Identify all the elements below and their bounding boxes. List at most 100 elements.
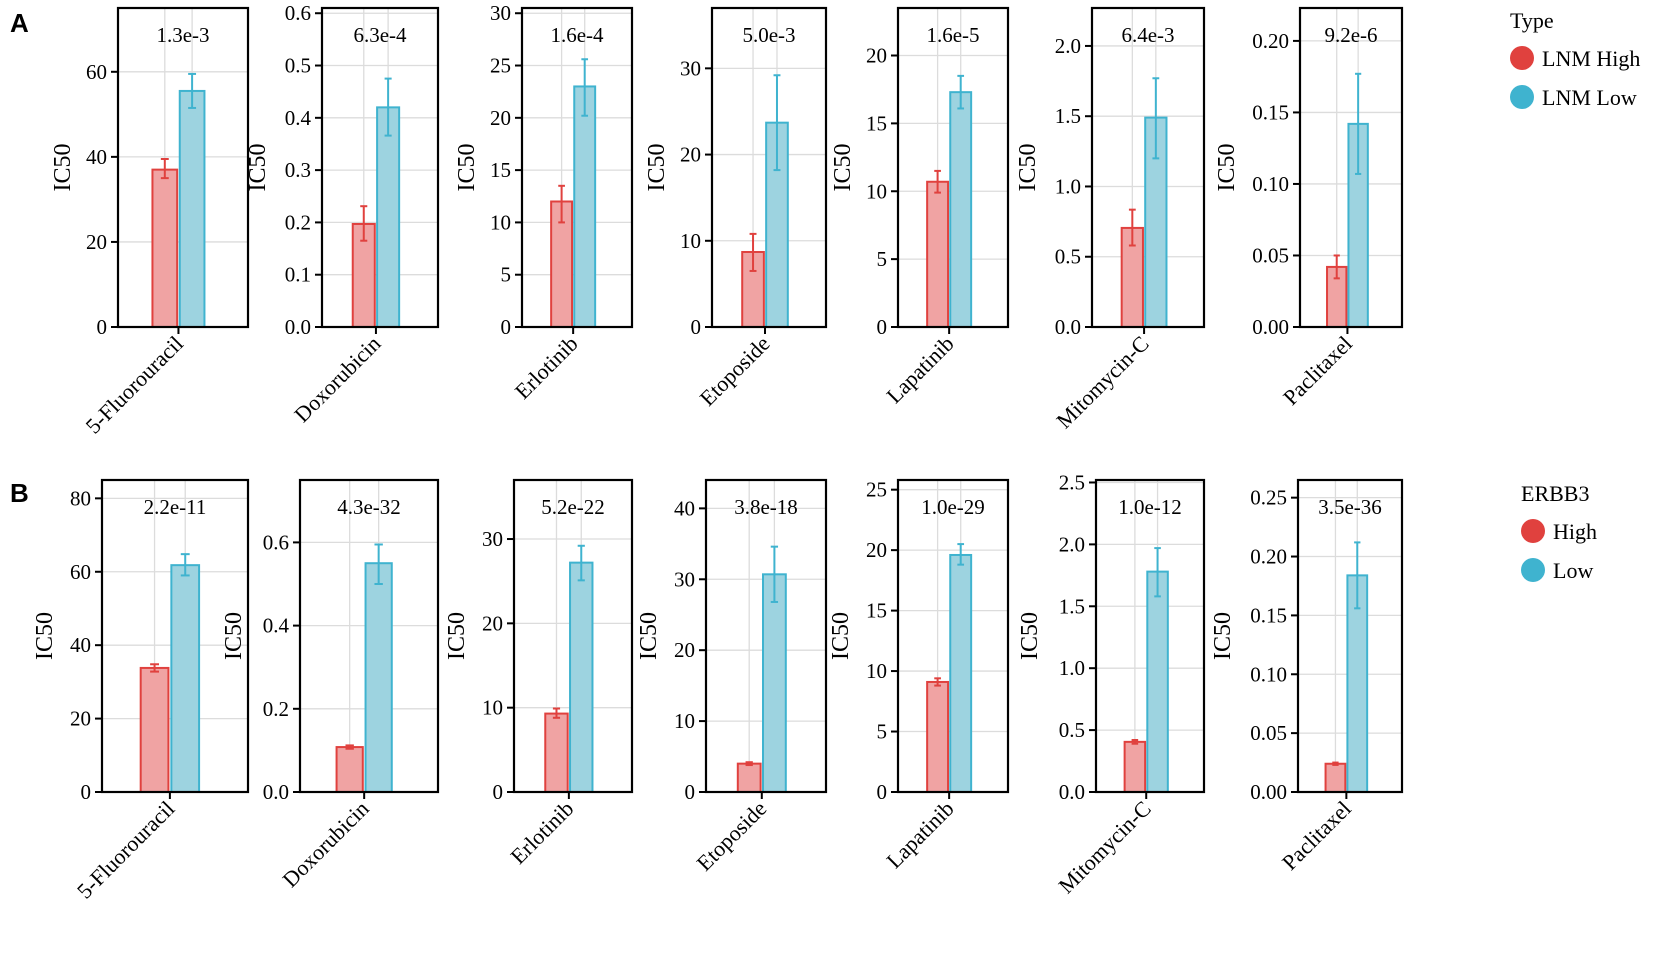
y-tick-label: 5 xyxy=(877,247,888,271)
y-tick-label: 0.0 xyxy=(285,315,311,339)
legend-title: ERBB3 xyxy=(1521,481,1589,506)
chart-etoposide: 0 10 20 30 IC50 5.0e-3 Etoposide xyxy=(644,6,828,411)
chart-doxorubicin: 0.0 0.1 0.2 0.3 0.4 0.5 0.6 IC50 6.3e-4 Doxorubic… xyxy=(245,1,440,427)
x-category-label: Lapatinib xyxy=(881,331,958,408)
y-tick-label: 5 xyxy=(877,720,888,744)
y-tick-label: 10 xyxy=(482,696,503,720)
p-value-label: 4.3e-32 xyxy=(337,495,401,519)
y-tick-label: 10 xyxy=(490,210,511,234)
y-tick-label: 0 xyxy=(501,315,512,339)
y-tick-label: 0 xyxy=(685,780,696,804)
y-tick-label: 0 xyxy=(877,780,888,804)
x-category-label: Doxorubicin xyxy=(289,331,385,427)
plot-frame xyxy=(520,6,634,329)
y-tick-label: 0.5 xyxy=(1055,245,1081,269)
legend-label-low: LNM Low xyxy=(1542,85,1637,110)
p-value-label: 3.8e-18 xyxy=(734,495,798,519)
chart-erlotinib: 0 10 20 30 IC50 5.2e-22 Erlotinib xyxy=(444,478,634,869)
y-axis-title: IC50 xyxy=(1214,144,1240,192)
x-category-label: Erlotinib xyxy=(505,796,578,869)
chart-mitomycin-c: 0.0 0.5 1.0 1.5 2.0 2.5 IC50 1.0e-12 Mitomycin-C xyxy=(1017,470,1206,898)
y-tick-label: 20 xyxy=(490,106,511,130)
p-value-label: 1.3e-3 xyxy=(156,23,209,47)
plot-frame xyxy=(1298,6,1404,329)
y-tick-label: 10 xyxy=(866,659,887,683)
y-tick-label: 0.0 xyxy=(263,780,289,804)
y-tick-label: 0.6 xyxy=(263,530,289,554)
y-tick-label: 20 xyxy=(674,638,695,662)
y-tick-label: 15 xyxy=(866,599,887,623)
plot-frame xyxy=(896,6,1010,329)
y-tick-label: 0.10 xyxy=(1252,172,1289,196)
y-tick-label: 30 xyxy=(490,1,511,25)
y-axis-title: IC50 xyxy=(644,144,670,192)
y-tick-label: 0 xyxy=(81,780,92,804)
legend-swatch-high xyxy=(1510,46,1534,70)
chart-lapatinib: 0 5 10 15 20 25 IC50 1.0e-29 Lapatinib xyxy=(828,478,1010,873)
p-value-label: 6.4e-3 xyxy=(1121,23,1174,47)
legend-swatch-high xyxy=(1521,519,1545,543)
y-tick-label: 1.0 xyxy=(1059,656,1085,680)
y-tick-label: 0 xyxy=(97,315,108,339)
x-category-label: Etoposide xyxy=(695,331,775,411)
bar-high xyxy=(926,680,950,793)
plot-frame xyxy=(298,478,440,794)
y-tick-label: 5 xyxy=(501,263,512,287)
plot-frame xyxy=(896,478,1010,794)
y-tick-label: 0.0 xyxy=(1055,315,1081,339)
y-tick-label: 2.5 xyxy=(1059,470,1085,494)
y-tick-label: 25 xyxy=(490,54,511,78)
y-tick-label: 60 xyxy=(70,560,91,584)
y-tick-label: 0.15 xyxy=(1252,100,1289,124)
bar-high xyxy=(736,762,762,793)
bar-low xyxy=(949,91,973,329)
y-tick-label: 30 xyxy=(674,567,695,591)
x-category-label: 5-Fluorouracil xyxy=(80,331,188,439)
y-axis-title: IC50 xyxy=(245,144,271,192)
y-axis-title: IC50 xyxy=(636,612,662,660)
chart-mitomycin-c: 0.0 0.5 1.0 1.5 2.0 IC50 6.4e-3 Mitomycin-C xyxy=(1015,6,1206,433)
p-value-label: 3.5e-36 xyxy=(1318,495,1382,519)
panel-label-a: A xyxy=(10,8,29,38)
y-axis-title: IC50 xyxy=(32,612,58,660)
y-tick-label: 0.15 xyxy=(1250,603,1287,627)
p-value-label: 5.2e-22 xyxy=(541,495,605,519)
y-axis-title: IC50 xyxy=(1017,612,1043,660)
p-value-label: 1.6e-4 xyxy=(550,23,604,47)
y-tick-label: 40 xyxy=(86,145,107,169)
y-tick-label: 40 xyxy=(674,496,695,520)
y-axis-title: IC50 xyxy=(454,144,480,192)
p-value-label: 1.0e-12 xyxy=(1118,495,1182,519)
y-axis-title: IC50 xyxy=(50,144,76,192)
bar-low xyxy=(949,553,973,793)
legend-swatch-low xyxy=(1521,558,1545,582)
bar-high xyxy=(1324,762,1347,794)
y-tick-label: 1.0 xyxy=(1055,174,1081,198)
y-tick-label: 30 xyxy=(680,56,701,80)
bar-low xyxy=(170,564,201,793)
y-tick-label: 0.6 xyxy=(285,1,311,25)
y-tick-label: 15 xyxy=(490,158,511,182)
y-tick-label: 0.5 xyxy=(285,54,311,78)
legend-label-high: High xyxy=(1553,519,1597,544)
legend-label-high: LNM High xyxy=(1542,46,1640,71)
p-value-label: 9.2e-6 xyxy=(1324,23,1377,47)
y-tick-label: 0 xyxy=(691,315,702,339)
y-tick-label: 0.2 xyxy=(285,210,311,234)
y-tick-label: 0.3 xyxy=(285,158,311,182)
chart-paclitaxel: 0.00 0.05 0.10 0.15 0.20 IC50 9.2e-6 Paclitaxel xyxy=(1214,6,1404,410)
y-tick-label: 0.2 xyxy=(263,697,289,721)
p-value-label: 1.0e-29 xyxy=(921,495,985,519)
bar-low xyxy=(573,85,597,328)
plot-frame xyxy=(1090,6,1206,329)
y-tick-label: 0.4 xyxy=(263,614,290,638)
bar-low xyxy=(1146,570,1169,793)
y-axis-title: IC50 xyxy=(1015,144,1041,192)
chart-5-fluorouracil: 0 20 40 60 IC50 1.3e-3 5-Fluorouracil xyxy=(50,6,250,439)
bar-high xyxy=(139,666,170,794)
y-tick-label: 2.0 xyxy=(1059,532,1085,556)
legend-title: Type xyxy=(1510,8,1554,33)
x-category-label: Mitomycin-C xyxy=(1051,331,1153,433)
y-axis-title: IC50 xyxy=(444,612,470,660)
